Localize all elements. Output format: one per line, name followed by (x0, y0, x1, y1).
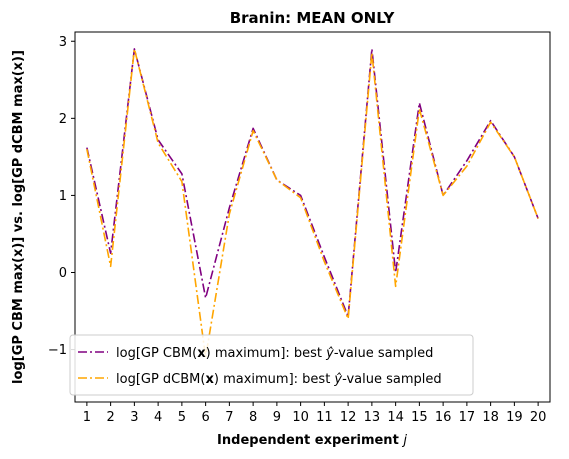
x-tick-label: 5 (178, 410, 186, 425)
y-tick-label: 0 (59, 266, 67, 281)
y-tick-label: 2 (59, 112, 67, 127)
series-line-1 (86, 48, 539, 318)
x-tick-label: 11 (316, 410, 333, 425)
legend: log[GP CBM(x) maximum]: best ŷ-value sam… (69, 334, 474, 396)
x-tick-label: 13 (364, 410, 381, 425)
x-axis: 1 2 3 4 5 6 7 8 9 10 11 12 13 14 15 16 17 18 19 20 (83, 402, 547, 425)
y-tick-label: 3 (59, 35, 67, 50)
x-tick-label: 4 (154, 410, 162, 425)
x-tick-label: 2 (106, 410, 114, 425)
series-line-2 (86, 48, 539, 359)
x-tick-label: 14 (387, 410, 404, 425)
x-tick-label: 9 (273, 410, 281, 425)
y-axis-label: log[GP CBM max(x)] vs. log[GP dCBM max(x… (11, 50, 26, 384)
plot-area-frame (74, 31, 551, 403)
x-tick-label: 10 (292, 410, 309, 425)
y-tick-label: 1 (59, 189, 67, 204)
y-axis: −1 0 1 2 3 (48, 35, 75, 358)
x-tick-label: 7 (225, 410, 233, 425)
legend-label-1: log[GP CBM(x) maximum]: best ŷ-value sam… (116, 346, 433, 361)
x-tick-label: 8 (249, 410, 257, 425)
x-tick-label: 6 (201, 410, 209, 425)
y-tick-label: −1 (48, 343, 67, 358)
x-tick-label: 16 (435, 410, 452, 425)
x-tick-label: 1 (83, 410, 91, 425)
x-axis-label: Independent experiment j (217, 433, 407, 448)
x-tick-label: 12 (340, 410, 357, 425)
x-tick-label: 19 (506, 410, 523, 425)
x-tick-label: 15 (411, 410, 428, 425)
x-tick-label: 17 (459, 410, 476, 425)
chart-title: Branin: MEAN ONLY (230, 9, 396, 27)
x-tick-label: 3 (130, 410, 138, 425)
x-tick-label: 18 (482, 410, 499, 425)
x-tick-label: 20 (530, 410, 547, 425)
legend-box (69, 334, 474, 396)
legend-label-2: log[GP dCBM(x) maximum]: best ŷ-value sa… (116, 372, 442, 387)
